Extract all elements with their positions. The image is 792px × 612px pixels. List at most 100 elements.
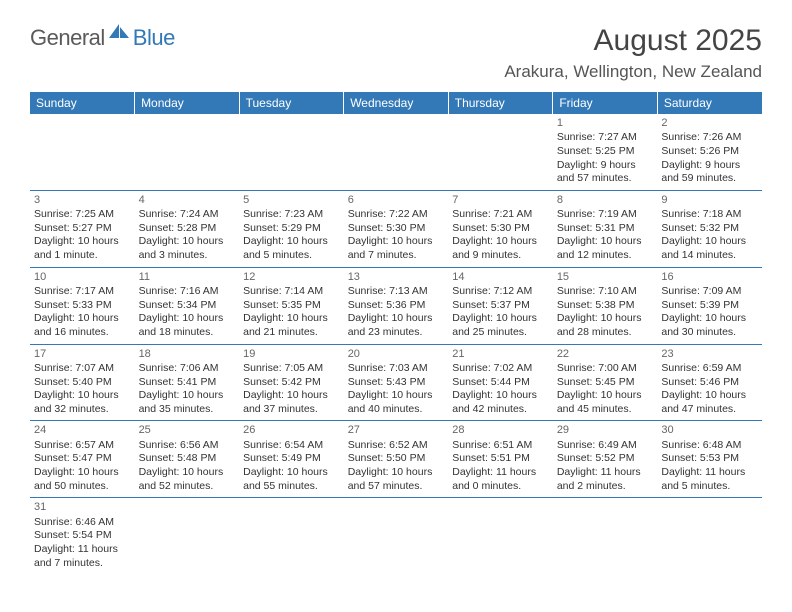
day-number: 20: [348, 347, 445, 361]
col-wednesday: Wednesday: [344, 92, 449, 114]
daylight-line: Daylight: 9 hours and 59 minutes.: [661, 159, 758, 186]
sunset-line: Sunset: 5:42 PM: [243, 376, 340, 390]
daylight-line: Daylight: 10 hours and 42 minutes.: [452, 389, 549, 416]
day-number: 5: [243, 193, 340, 207]
sunrise-line: Sunrise: 6:57 AM: [34, 439, 131, 453]
daylight-line: Daylight: 10 hours and 52 minutes.: [139, 466, 236, 493]
logo: General Blue: [30, 24, 175, 51]
daylight-line: Daylight: 11 hours and 7 minutes.: [34, 543, 131, 570]
daylight-line: Daylight: 10 hours and 7 minutes.: [348, 235, 445, 262]
col-monday: Monday: [135, 92, 240, 114]
sunset-line: Sunset: 5:28 PM: [139, 222, 236, 236]
sunset-line: Sunset: 5:32 PM: [661, 222, 758, 236]
sunset-line: Sunset: 5:41 PM: [139, 376, 236, 390]
title-block: August 2025 Arakura, Wellington, New Zea…: [504, 24, 762, 82]
daylight-line: Daylight: 10 hours and 18 minutes.: [139, 312, 236, 339]
calendar-cell: 3Sunrise: 7:25 AMSunset: 5:27 PMDaylight…: [30, 190, 135, 267]
calendar-cell: [344, 498, 449, 574]
sunrise-line: Sunrise: 7:18 AM: [661, 208, 758, 222]
sunset-line: Sunset: 5:54 PM: [34, 529, 131, 543]
day-number: 22: [557, 347, 654, 361]
day-number: 15: [557, 270, 654, 284]
daylight-line: Daylight: 10 hours and 45 minutes.: [557, 389, 654, 416]
col-sunday: Sunday: [30, 92, 135, 114]
sunrise-line: Sunrise: 7:10 AM: [557, 285, 654, 299]
sunrise-line: Sunrise: 7:25 AM: [34, 208, 131, 222]
sunrise-line: Sunrise: 7:21 AM: [452, 208, 549, 222]
calendar-cell: [553, 498, 658, 574]
sunrise-line: Sunrise: 7:06 AM: [139, 362, 236, 376]
calendar-cell: 12Sunrise: 7:14 AMSunset: 5:35 PMDayligh…: [239, 267, 344, 344]
day-number: 21: [452, 347, 549, 361]
sunrise-line: Sunrise: 7:05 AM: [243, 362, 340, 376]
sunrise-line: Sunrise: 6:56 AM: [139, 439, 236, 453]
day-number: 7: [452, 193, 549, 207]
col-saturday: Saturday: [657, 92, 762, 114]
sunrise-line: Sunrise: 7:02 AM: [452, 362, 549, 376]
day-number: 2: [661, 116, 758, 130]
daylight-line: Daylight: 10 hours and 14 minutes.: [661, 235, 758, 262]
sunset-line: Sunset: 5:31 PM: [557, 222, 654, 236]
day-number: 4: [139, 193, 236, 207]
daylight-line: Daylight: 10 hours and 32 minutes.: [34, 389, 131, 416]
sunrise-line: Sunrise: 6:52 AM: [348, 439, 445, 453]
month-title: August 2025: [504, 24, 762, 58]
calendar-cell: 1Sunrise: 7:27 AMSunset: 5:25 PMDaylight…: [553, 114, 658, 190]
calendar-cell: 21Sunrise: 7:02 AMSunset: 5:44 PMDayligh…: [448, 344, 553, 421]
day-number: 23: [661, 347, 758, 361]
sunrise-line: Sunrise: 7:17 AM: [34, 285, 131, 299]
sunset-line: Sunset: 5:46 PM: [661, 376, 758, 390]
daylight-line: Daylight: 10 hours and 30 minutes.: [661, 312, 758, 339]
day-number: 28: [452, 423, 549, 437]
calendar-cell: 22Sunrise: 7:00 AMSunset: 5:45 PMDayligh…: [553, 344, 658, 421]
sunrise-line: Sunrise: 6:51 AM: [452, 439, 549, 453]
day-number: 24: [34, 423, 131, 437]
calendar-row: 1Sunrise: 7:27 AMSunset: 5:25 PMDaylight…: [30, 114, 762, 190]
sunset-line: Sunset: 5:34 PM: [139, 299, 236, 313]
calendar-cell: 27Sunrise: 6:52 AMSunset: 5:50 PMDayligh…: [344, 421, 449, 498]
day-number: 17: [34, 347, 131, 361]
daylight-line: Daylight: 11 hours and 2 minutes.: [557, 466, 654, 493]
calendar-cell: 17Sunrise: 7:07 AMSunset: 5:40 PMDayligh…: [30, 344, 135, 421]
sunset-line: Sunset: 5:25 PM: [557, 145, 654, 159]
daylight-line: Daylight: 10 hours and 21 minutes.: [243, 312, 340, 339]
daylight-line: Daylight: 10 hours and 9 minutes.: [452, 235, 549, 262]
day-number: 29: [557, 423, 654, 437]
calendar-cell: [239, 498, 344, 574]
sunrise-line: Sunrise: 6:59 AM: [661, 362, 758, 376]
col-tuesday: Tuesday: [239, 92, 344, 114]
day-number: 9: [661, 193, 758, 207]
sunset-line: Sunset: 5:39 PM: [661, 299, 758, 313]
day-number: 14: [452, 270, 549, 284]
sunset-line: Sunset: 5:53 PM: [661, 452, 758, 466]
daylight-line: Daylight: 10 hours and 35 minutes.: [139, 389, 236, 416]
col-friday: Friday: [553, 92, 658, 114]
daylight-line: Daylight: 10 hours and 55 minutes.: [243, 466, 340, 493]
daylight-line: Daylight: 10 hours and 40 minutes.: [348, 389, 445, 416]
header: General Blue August 2025 Arakura, Wellin…: [30, 24, 762, 82]
sunset-line: Sunset: 5:52 PM: [557, 452, 654, 466]
sunset-line: Sunset: 5:30 PM: [452, 222, 549, 236]
col-thursday: Thursday: [448, 92, 553, 114]
sunset-line: Sunset: 5:45 PM: [557, 376, 654, 390]
calendar-cell: 23Sunrise: 6:59 AMSunset: 5:46 PMDayligh…: [657, 344, 762, 421]
sunset-line: Sunset: 5:40 PM: [34, 376, 131, 390]
sunrise-line: Sunrise: 6:48 AM: [661, 439, 758, 453]
page: General Blue August 2025 Arakura, Wellin…: [0, 0, 792, 574]
calendar-cell: 5Sunrise: 7:23 AMSunset: 5:29 PMDaylight…: [239, 190, 344, 267]
daylight-line: Daylight: 10 hours and 50 minutes.: [34, 466, 131, 493]
sunset-line: Sunset: 5:47 PM: [34, 452, 131, 466]
day-number: 13: [348, 270, 445, 284]
sunrise-line: Sunrise: 7:27 AM: [557, 131, 654, 145]
day-number: 31: [34, 500, 131, 514]
calendar-cell: [135, 498, 240, 574]
daylight-line: Daylight: 11 hours and 5 minutes.: [661, 466, 758, 493]
calendar-cell: 25Sunrise: 6:56 AMSunset: 5:48 PMDayligh…: [135, 421, 240, 498]
calendar-cell: 6Sunrise: 7:22 AMSunset: 5:30 PMDaylight…: [344, 190, 449, 267]
calendar-cell: 30Sunrise: 6:48 AMSunset: 5:53 PMDayligh…: [657, 421, 762, 498]
calendar-cell: 14Sunrise: 7:12 AMSunset: 5:37 PMDayligh…: [448, 267, 553, 344]
calendar-cell: 2Sunrise: 7:26 AMSunset: 5:26 PMDaylight…: [657, 114, 762, 190]
calendar-row: 17Sunrise: 7:07 AMSunset: 5:40 PMDayligh…: [30, 344, 762, 421]
logo-text-general: General: [30, 25, 105, 51]
calendar-cell: [448, 114, 553, 190]
